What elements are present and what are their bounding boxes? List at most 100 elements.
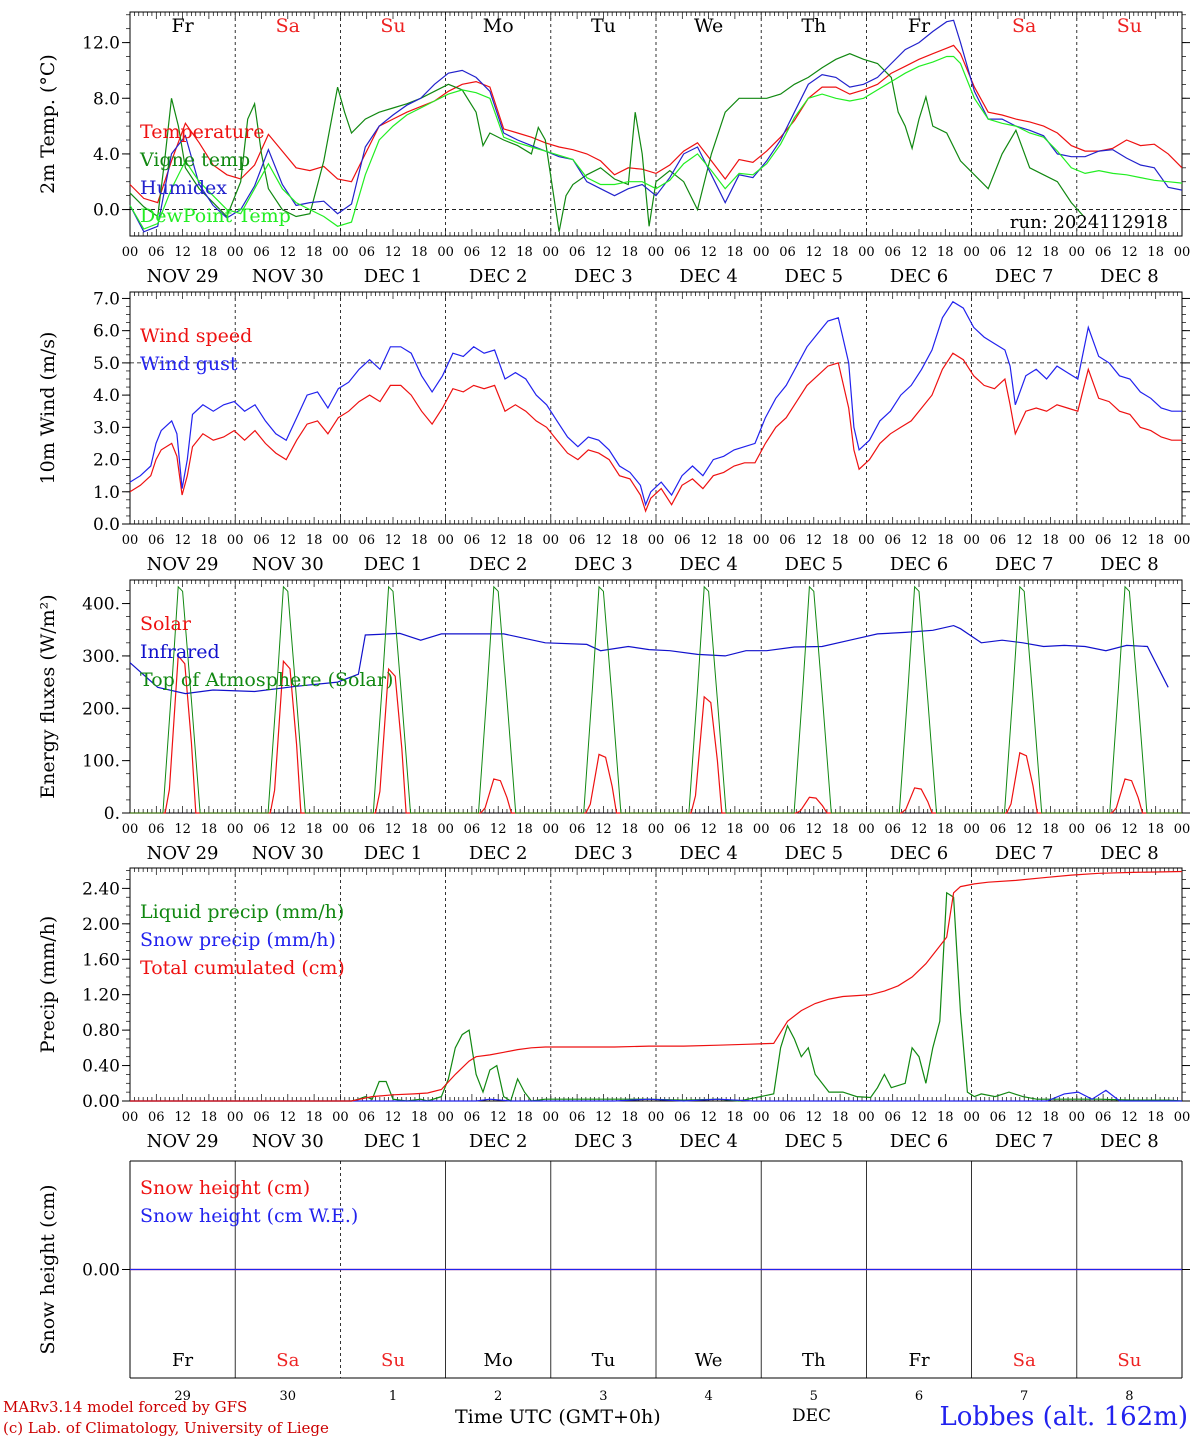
legend-entry: Total cumulated (cm) [140, 957, 345, 979]
series-vigne-temp [129, 53, 1086, 232]
hour-label: 18 [621, 533, 638, 548]
legend-entry: Infrared [140, 641, 220, 663]
series-infrared [129, 624, 1169, 695]
hour-label: 06 [358, 245, 375, 260]
hour-label: 12 [280, 533, 297, 548]
hour-label: 12 [490, 533, 507, 548]
day-number: 7 [1020, 1389, 1028, 1404]
date-label: DEC 4 [679, 1131, 738, 1152]
hour-label: 06 [779, 533, 796, 548]
date-label: DEC 7 [995, 1131, 1054, 1152]
date-label: DEC 8 [1100, 843, 1159, 864]
hour-label: 18 [1042, 533, 1059, 548]
legend-entry: Snow height (cm) [140, 1177, 310, 1199]
date-label: DEC 6 [890, 554, 949, 575]
hour-label: 12 [1121, 533, 1138, 548]
hour-label: 12 [385, 533, 402, 548]
hour-label: 00 [648, 822, 665, 837]
date-label: DEC 3 [574, 554, 633, 575]
hour-label: 18 [832, 822, 849, 837]
y-tick-label: 1.20 [82, 986, 120, 1006]
hour-label: 12 [1121, 822, 1138, 837]
hour-label: 06 [674, 533, 691, 548]
weekday-label-bottom: Su [381, 1350, 405, 1371]
hour-label: 00 [332, 533, 349, 548]
hour-label: 00 [648, 1110, 665, 1125]
month-label: DEC [792, 1406, 832, 1426]
y-tick-label: 200. [82, 699, 120, 719]
hour-label: 12 [280, 1110, 297, 1125]
date-label: DEC 8 [1100, 554, 1159, 575]
y-tick-label: 3.0 [93, 418, 120, 438]
hour-label: 12 [806, 533, 823, 548]
hour-label: 06 [779, 245, 796, 260]
legend-entry: Temperature [140, 121, 264, 143]
hour-label: 06 [779, 822, 796, 837]
series-wind-speed [129, 352, 1182, 513]
hour-label: 00 [543, 1110, 560, 1125]
series-wind-gust [129, 300, 1182, 507]
hour-label: 06 [253, 245, 270, 260]
hour-label: 06 [569, 822, 586, 837]
day-number: 6 [915, 1389, 923, 1404]
lab-credit: (c) Lab. of Climatology, University of L… [3, 1419, 329, 1437]
hour-label: 18 [1147, 1110, 1164, 1125]
weekday-label-bottom: Mo [484, 1350, 513, 1371]
hour-label: 18 [516, 1110, 533, 1125]
date-label: NOV 30 [252, 843, 324, 864]
day-number: 5 [810, 1389, 818, 1404]
hour-label: 12 [385, 822, 402, 837]
hour-label: 12 [280, 245, 297, 260]
hour-label: 18 [201, 1110, 218, 1125]
day-number: 29 [174, 1389, 191, 1404]
hour-label: 06 [464, 533, 481, 548]
hour-label: 06 [148, 245, 165, 260]
hour-label: 00 [1069, 245, 1086, 260]
hour-label: 00 [332, 1110, 349, 1125]
hour-label: 06 [569, 1110, 586, 1125]
date-label: DEC 7 [995, 266, 1054, 287]
date-label: DEC 4 [679, 266, 738, 287]
hour-label: 12 [174, 245, 191, 260]
hour-label: 00 [543, 245, 560, 260]
y-tick-label: 5.0 [93, 354, 120, 374]
date-label: DEC 7 [995, 554, 1054, 575]
hour-label: 12 [385, 245, 402, 260]
hour-label: 00 [1069, 533, 1086, 548]
hour-label: 12 [280, 822, 297, 837]
y-tick-label: 1.60 [82, 950, 120, 970]
date-label: DEC 2 [469, 1131, 528, 1152]
hour-label: 18 [411, 245, 428, 260]
hour-label: 06 [990, 1110, 1007, 1125]
hour-label: 12 [490, 245, 507, 260]
plot-frame [129, 11, 1183, 237]
hour-label: 18 [727, 1110, 744, 1125]
hour-label: 00 [227, 533, 244, 548]
series-top-of-atmosphere-solar- [130, 585, 1182, 814]
legend-entry: Wind gust [140, 353, 238, 375]
hour-label: 18 [937, 822, 954, 837]
hour-label: 12 [1016, 533, 1033, 548]
hour-label: 06 [674, 245, 691, 260]
hour-label: 00 [437, 1110, 454, 1125]
y-axis-label: Energy fluxes (W/m²) [37, 594, 59, 798]
hour-label: 18 [1042, 1110, 1059, 1125]
hour-label: 12 [700, 245, 717, 260]
hour-label: 00 [963, 245, 980, 260]
hour-label: 00 [858, 822, 875, 837]
hour-label: 00 [963, 533, 980, 548]
hour-label: 12 [174, 822, 191, 837]
hour-label: 00 [1174, 822, 1191, 837]
hour-label: 00 [858, 1110, 875, 1125]
date-label: NOV 30 [252, 266, 324, 287]
hour-label: 12 [1016, 245, 1033, 260]
hour-label: 00 [1069, 822, 1086, 837]
y-tick-label: 8.0 [93, 89, 120, 109]
hour-label: 18 [937, 533, 954, 548]
y-tick-label: 0.00 [82, 1092, 120, 1112]
hour-label: 06 [1095, 822, 1112, 837]
hour-label: 06 [358, 533, 375, 548]
panel-5: 0.00 Snow height (cm) Snow height (cm) Snow… [37, 1160, 1190, 1379]
date-label: NOV 29 [147, 1131, 219, 1152]
hour-label: 12 [1121, 245, 1138, 260]
